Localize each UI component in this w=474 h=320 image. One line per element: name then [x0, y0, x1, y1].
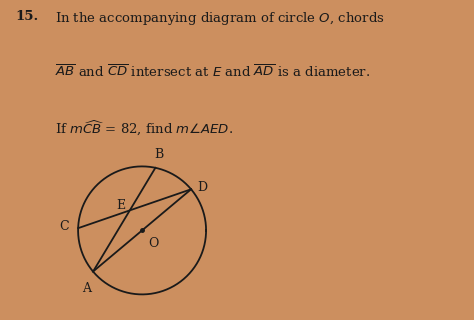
Text: C: C	[60, 220, 69, 233]
Text: E: E	[116, 199, 126, 212]
Text: $\overline{AB}$ and $\overline{CD}$ intersect at $E$ and $\overline{AD}$ is a di: $\overline{AB}$ and $\overline{CD}$ inte…	[55, 64, 370, 80]
Text: O: O	[148, 237, 159, 250]
Text: In the accompanying diagram of circle $\it{O}$, chords: In the accompanying diagram of circle $\…	[55, 10, 384, 27]
Text: B: B	[155, 148, 164, 161]
Text: 15.: 15.	[15, 10, 38, 23]
Text: A: A	[82, 282, 91, 295]
Text: If $m\widehat{CB}$ = 82, find $m\angle AED$.: If $m\widehat{CB}$ = 82, find $m\angle A…	[55, 118, 233, 138]
Text: D: D	[198, 181, 208, 195]
